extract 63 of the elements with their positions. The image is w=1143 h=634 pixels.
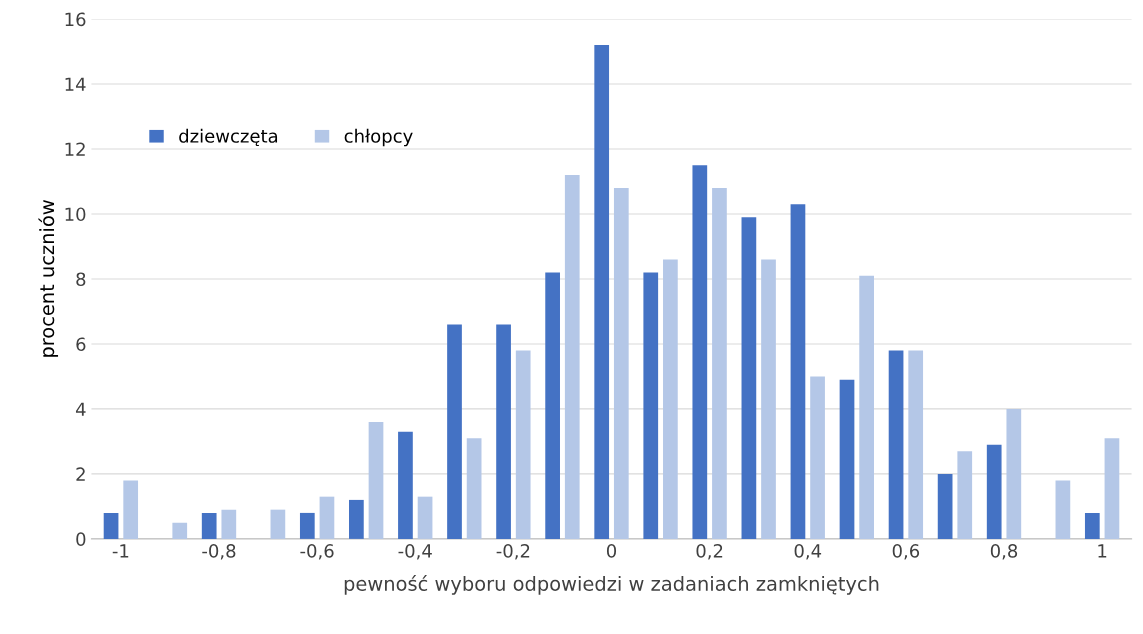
bar [368, 421, 384, 539]
x-tick-label: 0,2 [696, 544, 723, 560]
y-tick-label: 12 [65, 142, 85, 156]
bar [417, 496, 433, 539]
bar [839, 379, 855, 539]
legend-label: dziewczęta [179, 128, 278, 147]
bar [1084, 512, 1100, 539]
y-tick-label: 6 [76, 337, 86, 352]
bar [1104, 438, 1120, 539]
bar [299, 512, 315, 539]
bar [496, 324, 511, 539]
bar [466, 438, 482, 539]
x-tick-label: -0,8 [202, 544, 236, 560]
y-tick-label: 10 [65, 207, 86, 222]
bar [790, 204, 806, 539]
bar [515, 350, 531, 539]
bar [712, 187, 727, 539]
x-axis-title: pewność wyboru odpowiedzi w zadaniach zamkniętych [344, 575, 879, 595]
bar [1006, 408, 1022, 539]
bar [908, 350, 924, 539]
bar [986, 444, 1002, 539]
bar [594, 45, 610, 539]
bar [692, 165, 708, 539]
bar [564, 174, 580, 539]
bar [810, 376, 825, 539]
y-tick-label: 2 [76, 467, 85, 481]
bar [123, 480, 139, 539]
bar [398, 431, 413, 539]
bar [613, 187, 629, 539]
y-axis-title: procent uczniów [38, 200, 59, 357]
bar [663, 259, 678, 539]
bar [888, 350, 904, 539]
bar [741, 217, 757, 539]
y-tick-label: 0 [76, 532, 86, 547]
bar [349, 499, 364, 539]
bar [957, 451, 973, 539]
x-tick-label: -0,4 [398, 544, 432, 560]
x-tick-label: -0,6 [300, 544, 334, 560]
x-tick-label: 1 [1098, 544, 1107, 558]
x-tick-label: -1 [112, 544, 129, 558]
bar [270, 509, 286, 539]
legend-label: chłopcy [344, 128, 413, 147]
bar [761, 259, 776, 539]
x-tick-label: 0 [606, 544, 617, 558]
bar [937, 473, 953, 539]
bar [859, 275, 874, 539]
bar [319, 496, 335, 539]
y-tick-label: 16 [65, 12, 86, 27]
y-tick-label: 14 [65, 77, 86, 91]
bar [103, 512, 119, 539]
bar [172, 522, 188, 539]
x-tick-label: 0,6 [892, 544, 920, 560]
y-tick-label: 4 [75, 402, 86, 416]
bar [1055, 480, 1071, 539]
bar [447, 324, 462, 539]
bar [545, 272, 560, 539]
y-tick-label: 8 [76, 272, 86, 287]
x-tick-label: 0,8 [990, 544, 1018, 560]
x-tick-label: 0,4 [794, 544, 822, 560]
bar [221, 509, 237, 539]
bar [643, 272, 659, 539]
bar [201, 512, 217, 539]
x-tick-label: -0,2 [496, 544, 530, 560]
